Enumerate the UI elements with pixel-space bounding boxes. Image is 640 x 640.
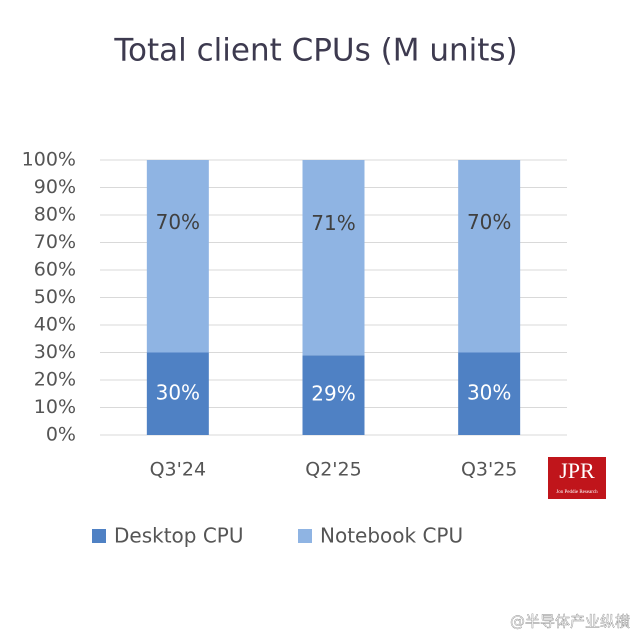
y-tick-label: 70% — [34, 231, 76, 253]
legend-label: Notebook CPU — [320, 524, 463, 548]
data-label: 70% — [467, 210, 511, 234]
chart-title: Total client CPUs (M units) — [113, 33, 517, 69]
y-tick-label: 100% — [22, 149, 76, 171]
y-tick-label: 30% — [34, 341, 76, 363]
x-tick-label: Q3'24 — [150, 459, 206, 481]
bar-segment — [146, 160, 209, 353]
watermark: @半导体产业纵横 — [510, 613, 630, 631]
data-label: 70% — [156, 210, 200, 234]
y-tick-label: 50% — [34, 286, 76, 308]
logo-subtitle: Jon Peddie Research — [556, 490, 598, 495]
logo-box — [548, 457, 606, 499]
x-tick-label: Q2'25 — [305, 459, 361, 481]
legend-swatch — [298, 529, 312, 543]
y-tick-label: 20% — [34, 369, 76, 391]
data-label: 30% — [467, 380, 511, 404]
bar-segment — [302, 160, 365, 356]
y-tick-label: 40% — [34, 314, 76, 336]
y-tick-label: 90% — [34, 176, 76, 198]
bar-segment — [302, 355, 365, 435]
y-tick-label: 0% — [46, 424, 76, 446]
y-tick-label: 80% — [34, 204, 76, 226]
logo-text: JPR — [559, 458, 595, 483]
bar-segment — [146, 352, 209, 435]
legend-label: Desktop CPU — [114, 524, 244, 548]
logo: JPR Jon Peddie Research — [548, 457, 606, 499]
y-tick-label: 10% — [34, 396, 76, 418]
x-tick-label: Q3'25 — [461, 459, 517, 481]
y-tick-label: 60% — [34, 259, 76, 281]
legend-swatch — [92, 529, 106, 543]
data-label: 71% — [311, 211, 355, 235]
data-label: 29% — [311, 382, 355, 406]
bar-segment — [458, 352, 521, 435]
data-label: 30% — [156, 380, 200, 404]
bar-segment — [458, 160, 521, 353]
